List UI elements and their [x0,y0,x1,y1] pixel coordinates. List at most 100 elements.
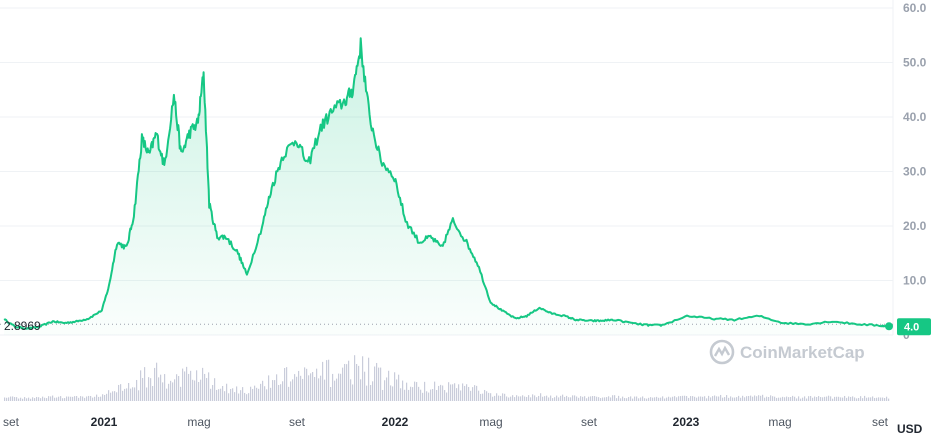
volume-bar [480,393,482,401]
currency-label: USD [897,422,923,436]
volume-bar [832,398,834,401]
volume-bar [134,387,136,401]
volume-bar [762,394,764,401]
volume-bar [678,396,680,401]
volume-bar [792,395,794,401]
volume-bar [648,397,650,401]
volume-bar [258,388,260,401]
volume-bar [100,396,102,401]
volume-bar [236,386,238,401]
volume-bar [170,380,172,401]
volume-bar [166,388,168,401]
volume-bar [414,381,416,401]
volume-bar [494,395,496,401]
volume-bar [214,378,216,401]
volume-bar [234,392,236,401]
volume-bar [116,392,118,401]
volume-bar [468,386,470,401]
volume-bar [586,398,588,401]
volume-bar [430,389,432,401]
volume-bar [224,391,226,401]
volume-bar [328,359,330,401]
volume-bar [32,397,34,401]
volume-bar [662,396,664,401]
volume-bar [240,390,242,401]
volume-bar [52,395,54,401]
volume-bar [568,397,570,401]
volume-bar [676,397,678,401]
volume-bar [140,370,142,401]
volume-bar [714,395,716,401]
x-tick-label: 2021 [91,415,118,429]
volume-bar [510,396,512,401]
volume-bar [128,382,130,401]
volume-bar [514,397,516,401]
volume-bar [142,377,144,401]
volume-bar [750,395,752,401]
volume-bar [394,372,396,401]
volume-bar [476,385,478,401]
volume-bar [564,396,566,401]
volume-bar [404,389,406,401]
volume-bar [82,396,84,401]
volume-bar [630,396,632,401]
volume-bar [350,379,352,401]
volume-bar [530,397,532,401]
volume-bar [50,396,52,401]
volume-bar [542,396,544,401]
volume-bar [126,388,128,401]
volume-bar [598,397,600,401]
volume-bar [572,395,574,401]
volume-bar [756,396,758,401]
volume-bar [308,375,310,401]
volume-bar [734,397,736,401]
volume-bar [722,397,724,401]
volume-bar [410,386,412,401]
volume-bar [20,397,22,401]
volume-bar [418,386,420,401]
volume-bar [342,367,344,401]
volume-bar [620,398,622,401]
volume-bar [570,397,572,401]
volume-bar [830,396,832,401]
volume-bar [298,370,300,401]
volume-bar [836,396,838,401]
volume-bar [208,372,210,401]
volume-bar [774,396,776,401]
volume-bar [528,395,530,401]
volume-bar [508,397,510,401]
volume-bar [348,360,350,401]
volume-bar [456,388,458,401]
volume-bar [384,380,386,401]
volume-bar [720,394,722,401]
volume-bar [518,396,520,401]
volume-bar [202,367,204,401]
volume-bar [362,356,364,401]
volume-bar [66,396,68,401]
volume-bar [562,394,564,401]
volume-bar [400,388,402,401]
volume-bar [70,396,72,401]
volume-bar [276,374,278,401]
volume-bar [256,387,258,401]
volume-bar [130,388,132,401]
volume-bar [304,367,306,401]
volume-bar [524,396,526,401]
volume-bar [502,393,504,401]
volume-bar [160,374,162,401]
volume-bar [422,392,424,401]
volume-bar [724,397,726,401]
volume-bar [558,397,560,401]
volume-bar [622,396,624,401]
volume-bar [390,385,392,401]
volume-bar [322,361,324,401]
volume-bar [382,389,384,401]
volume-bar [754,395,756,401]
volume-bar [454,383,456,401]
volume-bar [300,375,302,401]
volume-bar [478,390,480,401]
volume-bar [848,396,850,401]
volume-bar [358,365,360,401]
volume-bar [540,393,542,401]
volume-bar [786,396,788,401]
